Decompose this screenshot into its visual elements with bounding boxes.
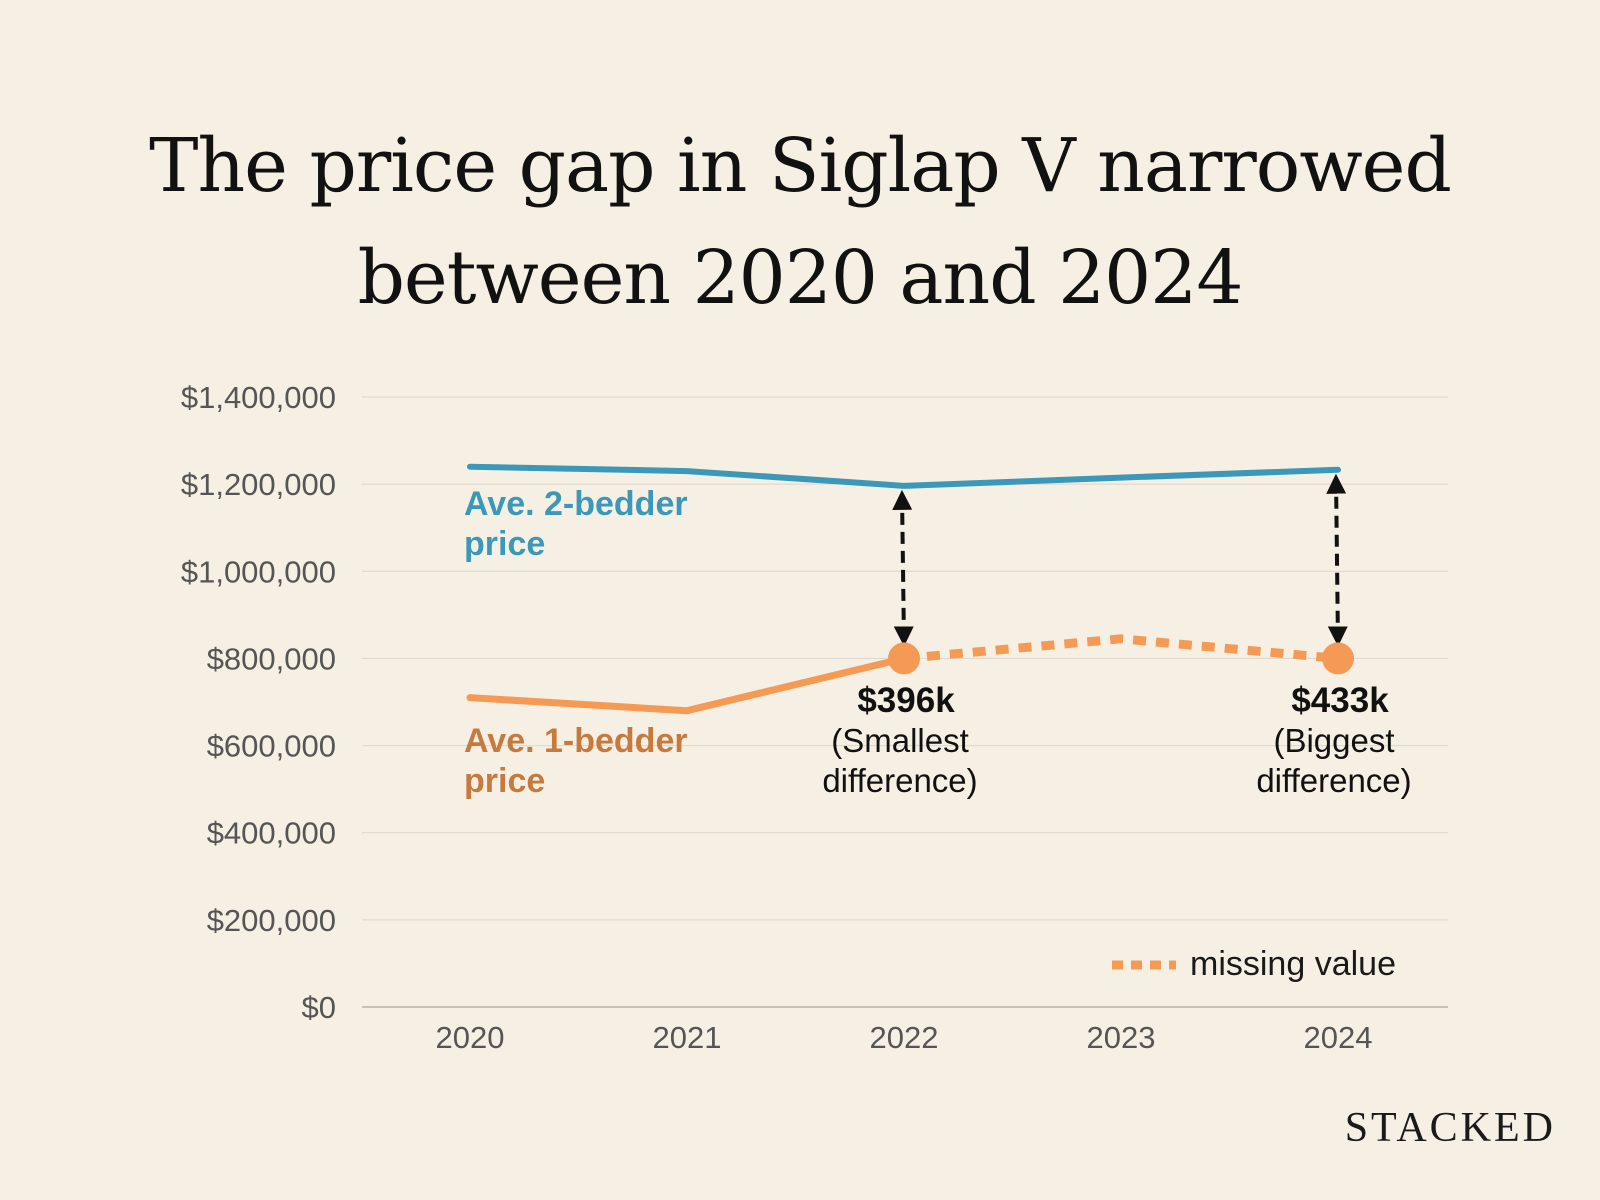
x-tick-label: 2020 — [436, 1020, 505, 1055]
y-tick-label: $200,000 — [207, 903, 336, 938]
series-1-bedder-point — [888, 642, 920, 675]
series-1-bedder-label: Ave. 1-bedder — [464, 722, 688, 760]
x-tick-label: 2021 — [653, 1020, 722, 1055]
y-tick-label: $400,000 — [207, 816, 336, 851]
legend-missing-value-label: missing value — [1190, 945, 1396, 983]
gap-arrow — [1326, 473, 1348, 647]
x-tick-label: 2024 — [1304, 1020, 1373, 1055]
chart-title: The price gap in Siglap V narrowed betwe… — [0, 110, 1600, 334]
series-2-bedder-label: price — [464, 525, 545, 563]
y-tick-label: $800,000 — [207, 641, 336, 676]
x-tick-label: 2023 — [1087, 1020, 1156, 1055]
gap-value-label: $433k — [1291, 681, 1389, 720]
y-tick-label: $1,400,000 — [181, 380, 336, 415]
x-tick-label: 2022 — [870, 1020, 939, 1055]
y-tick-label: $1,200,000 — [181, 467, 336, 502]
title-line-1: The price gap in Siglap V narrowed — [149, 123, 1452, 209]
title-line-2: between 2020 and 2024 — [357, 235, 1244, 321]
brand-logo: STACKED — [1344, 1105, 1556, 1151]
series-1-bedder-label: price — [464, 762, 545, 800]
gap-note-label: difference) — [1256, 762, 1411, 799]
y-tick-label: $0 — [302, 990, 336, 1025]
series-1-bedder-missing-line — [903, 634, 1339, 663]
y-tick-label: $1,000,000 — [181, 554, 336, 589]
gap-value-label: $396k — [857, 681, 955, 720]
series-1-bedder-point — [1322, 642, 1354, 675]
y-tick-label: $600,000 — [207, 729, 336, 764]
gap-note-label: (Biggest — [1273, 722, 1394, 759]
series-1-bedder-line — [466, 654, 908, 715]
gap-note-label: difference) — [822, 762, 977, 799]
series-2-bedder-label: Ave. 2-bedder — [464, 485, 688, 523]
gap-arrow — [892, 489, 914, 647]
series-2-bedder-line — [467, 463, 1341, 489]
gap-note-label: (Smallest — [831, 722, 969, 759]
